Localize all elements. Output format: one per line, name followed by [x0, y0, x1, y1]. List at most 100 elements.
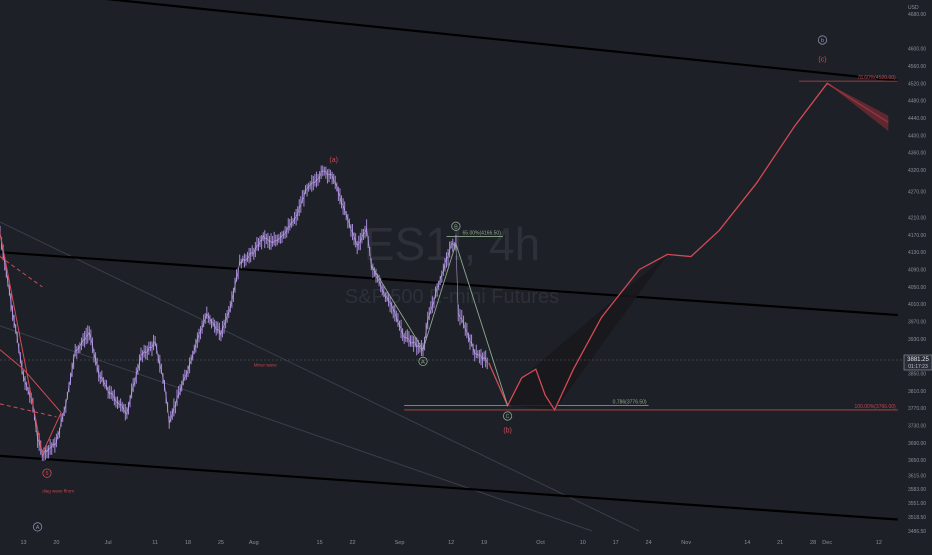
price-tick-label: 3518.50	[908, 515, 926, 521]
price-tick-label: 4270.00	[908, 190, 926, 196]
abc-triangle	[370, 242, 509, 406]
wave-label: A	[36, 525, 40, 531]
time-tick-label: 20	[53, 540, 59, 546]
price-tick-label: 3551.00	[908, 501, 926, 507]
price-axis-background	[903, 0, 932, 550]
time-tick-label: 10	[580, 540, 586, 546]
projection-line	[488, 82, 889, 412]
price-tick-label: 4440.00	[908, 116, 926, 122]
wave-label: A	[421, 359, 425, 365]
faint-trend-line	[0, 325, 593, 532]
time-axis-ticks: 13 20 Jul 11 18 25 Aug 15 22 Sep 12 19 Oct 10 17 24 Nov 1…	[20, 540, 882, 546]
price-line	[0, 170, 488, 457]
time-tick-label: 28	[810, 540, 816, 546]
price-tick-label: 3650.00	[908, 458, 926, 464]
fib-label: 65.00%(4166.50)	[463, 230, 502, 236]
price-axis-ticks: 4680.00 4600.00 4560.00 4520.00 4480.00 4440.…	[908, 12, 926, 535]
price-tick-label: 4320.00	[908, 168, 926, 174]
time-tick-label: Jul	[105, 540, 112, 546]
time-tick-label: 13	[20, 540, 26, 546]
price-tick-label: 3583.00	[908, 487, 926, 493]
abc-path	[370, 242, 509, 406]
wave-label: b	[821, 38, 824, 44]
annotation: Minor wave	[254, 363, 278, 368]
time-tick-label: 24	[646, 540, 652, 546]
time-tick-label: Dec	[822, 540, 832, 546]
price-tick-label: 3615.00	[908, 473, 926, 479]
trend-lines	[0, 0, 898, 521]
projection-layer	[0, 82, 903, 412]
current-price-marker: 3881.25 01:17:23	[903, 354, 932, 371]
trend-line	[0, 251, 898, 317]
wave-label: (c)	[818, 56, 826, 63]
time-tick-label: 21	[777, 540, 783, 546]
annotations: Minor wave diag wave ffrom	[42, 363, 277, 494]
price-tick-label: 4560.00	[908, 64, 926, 70]
price-tick-label: 4480.00	[908, 99, 926, 105]
wave-label-circle	[42, 468, 52, 478]
time-axis-background	[0, 534, 903, 550]
time-tick-label: Aug	[249, 540, 259, 546]
trend-line	[105, 0, 898, 82]
fib-label: 0.786(3776.50)	[613, 399, 647, 405]
annotation: diag wave ffrom	[42, 489, 74, 494]
red-dashed-line	[0, 403, 57, 418]
price-tick-label: 3930.00	[908, 337, 926, 343]
price-tick-label: 3770.00	[908, 406, 926, 412]
fib-label: 100.00%(3766.00)	[855, 404, 896, 410]
red-wave-pattern	[0, 232, 62, 456]
wave-label-circle	[502, 411, 513, 421]
price-tick-label: 4360.00	[908, 151, 926, 157]
price-tick-label: 4130.00	[908, 250, 926, 256]
faint-trend-line	[0, 221, 640, 532]
current-price-box	[903, 354, 932, 371]
currency-label: USD	[908, 5, 919, 11]
price-tick-label: 4520.00	[908, 81, 926, 87]
wave-label-circle	[32, 522, 43, 532]
time-tick-label: 14	[744, 540, 750, 546]
projection-shadow	[507, 254, 668, 410]
time-tick-label: 15	[317, 540, 323, 546]
current-price-label: 3881.25	[907, 357, 929, 363]
wave-label: 5	[45, 471, 48, 477]
price-tick-label: 3810.00	[908, 389, 926, 395]
projection-fan	[827, 83, 889, 131]
wave-label-circle	[451, 221, 461, 231]
wave-label: B	[454, 224, 458, 230]
price-tick-label: 4050.00	[908, 285, 926, 291]
time-tick-label: Sep	[395, 540, 405, 546]
time-tick-label: 17	[613, 540, 619, 546]
price-axis[interactable]: USD 4680.004600.004560.004520.004480.004…	[903, 0, 932, 550]
price-layer	[0, 165, 488, 461]
price-tick-label: 4400.00	[908, 133, 926, 139]
price-tick-label: 4010.00	[908, 302, 926, 308]
price-tick-label: 3690.00	[908, 441, 926, 447]
time-tick-label: 11	[152, 540, 158, 546]
price-tick-label: 3850.00	[908, 372, 926, 378]
faint-trend-lines	[0, 221, 640, 532]
time-tick-label: 18	[185, 540, 191, 546]
trend-line	[0, 454, 898, 521]
price-tick-label: 3730.00	[908, 424, 926, 430]
price-tick-label: 3970.00	[908, 320, 926, 326]
wave-label-circle	[817, 35, 828, 45]
price-tick-label: 4210.00	[908, 216, 926, 222]
time-tick-label: Nov	[681, 540, 691, 546]
wave-label: (a)	[329, 157, 338, 164]
current-price-countdown: 01:17:23	[908, 364, 928, 370]
wave-labels: (a) B A C (b) b (c) 5 A	[32, 35, 828, 532]
time-tick-label: 22	[349, 540, 355, 546]
wave-label-circle	[418, 356, 428, 367]
price-tick-label: 4090.00	[908, 268, 926, 274]
time-tick-label: 12	[876, 540, 882, 546]
time-tick-label: 12	[448, 540, 454, 546]
price-tick-label: 4600.00	[908, 47, 926, 53]
time-tick-label: 25	[218, 540, 224, 546]
red-wave-path	[0, 232, 62, 456]
price-tick-label: 4170.00	[908, 233, 926, 239]
time-tick-label: Oct	[536, 540, 545, 546]
wave-label: (b)	[503, 428, 512, 435]
time-axis[interactable]: 13 20 Jul 11 18 25 Aug 15 22 Sep 12 19 Oct 10 17 24 Nov 1…	[0, 534, 903, 550]
